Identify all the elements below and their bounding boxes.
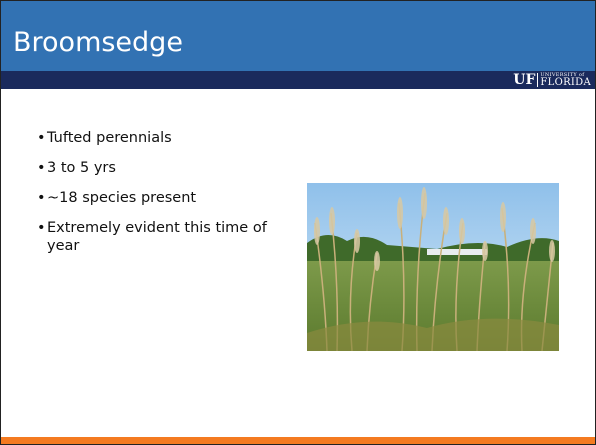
bullet-item: Extremely evident this time of year bbox=[37, 219, 277, 255]
logo-divider bbox=[537, 73, 538, 87]
logo-uf: UF bbox=[513, 72, 535, 88]
logo-text: UNIVERSITY of FLORIDA bbox=[540, 73, 591, 88]
title-bar: Broomsedge bbox=[1, 1, 595, 71]
bullet-list: Tufted perennials 3 to 5 yrs ~18 species p… bbox=[37, 129, 277, 267]
footer-bar bbox=[1, 437, 595, 444]
logo-florida: FLORIDA bbox=[540, 78, 591, 88]
building bbox=[427, 249, 487, 255]
bullet-item: ~18 species present bbox=[37, 189, 277, 207]
grass-photo bbox=[307, 183, 559, 351]
bullet-item: 3 to 5 yrs bbox=[37, 159, 277, 177]
bullet-item: Tufted perennials bbox=[37, 129, 277, 147]
slide-title: Broomsedge bbox=[13, 27, 183, 59]
slide: Broomsedge UF UNIVERSITY of FLORIDA Tuft… bbox=[0, 0, 596, 445]
uf-logo: UF UNIVERSITY of FLORIDA bbox=[513, 72, 591, 88]
header-band bbox=[1, 71, 595, 89]
